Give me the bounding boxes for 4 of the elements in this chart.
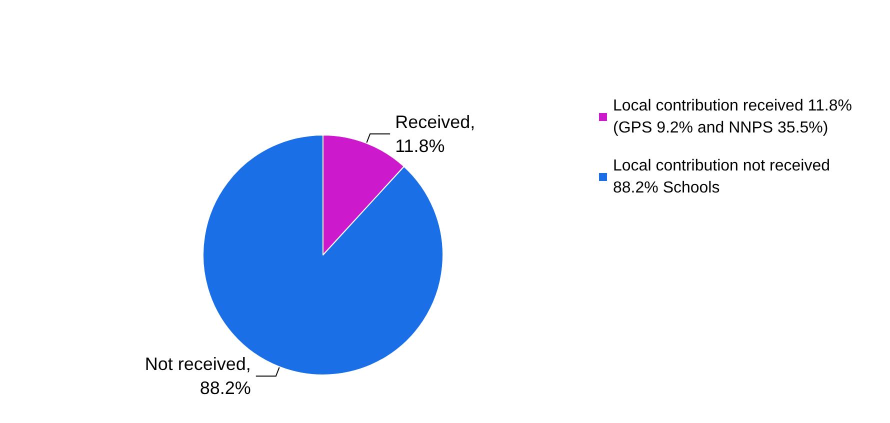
data-label: Not received, 88.2% bbox=[144, 354, 251, 398]
legend-label: Local contribution not received 88.2% Schools bbox=[613, 158, 834, 196]
data-label: Received, 11.8% bbox=[395, 112, 476, 156]
legend-label: Local contribution received 11.8% (GPS 9.2% and NNPS 35.5%) bbox=[613, 98, 856, 136]
